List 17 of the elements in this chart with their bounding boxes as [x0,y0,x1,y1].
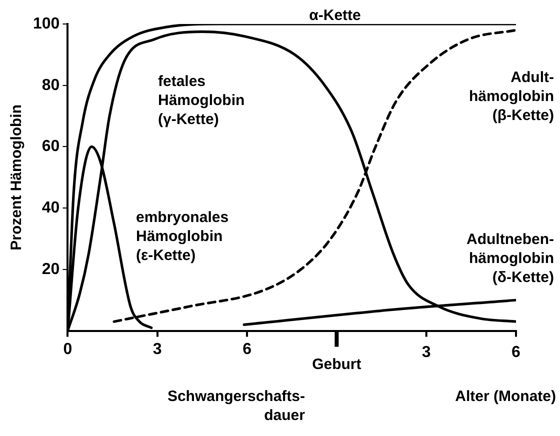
ref-line-label: Geburt [312,356,362,373]
y-axis-title: Prozent Hämoglobin [8,104,26,250]
series-label: Adult- hämoglobin (β-Kette) [469,69,554,124]
text: fetales Hämoglobin (γ-Kette) [158,73,245,128]
x-tick-label: 6 [242,340,252,358]
series-label: α-Kette [309,7,361,24]
y-tick-label: 40 [42,199,60,216]
series-label: embryonales Hämoglobin (ε-Kette) [136,209,229,264]
y-tick-label: 20 [42,260,60,278]
x-tick-label: 0 [63,340,72,358]
y-tick-label: 80 [42,76,60,94]
x-tick-label: 3 [152,340,162,358]
x-axis-title: Schwangerschafts- dauer [167,388,306,424]
x2-axis-title: Alter (Monate) [455,388,556,405]
y-tick-label: 100 [32,15,60,32]
series-label: Adultneben- hämoglobin (δ-Kette) [466,231,554,286]
y-tick-label: 60 [42,138,60,156]
